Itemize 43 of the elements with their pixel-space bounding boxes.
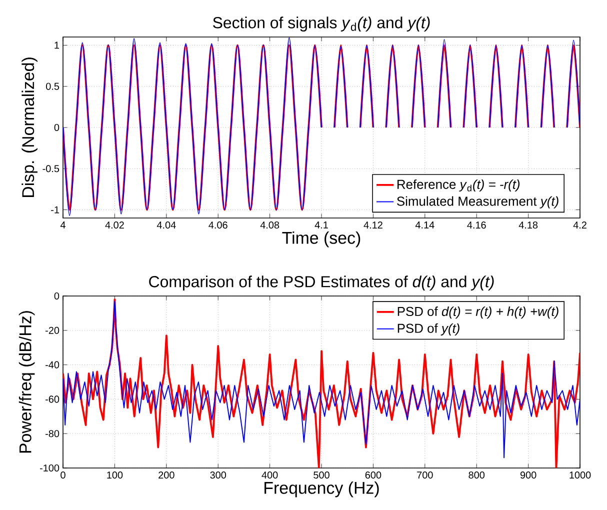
x-tick-label: 400 [262,472,278,479]
x-tick-label: 300 [210,472,226,479]
legend-label: PSD of y(t) [398,323,460,336]
x-tick-label: 500 [314,472,330,479]
x-tick-label: 4.1 [314,222,328,228]
y-tick-label: 0 [54,292,60,300]
x-tick-label: 900 [520,472,536,479]
x-tick-label: 1000 [570,472,591,479]
x-tick-label: 4.18 [518,222,538,229]
x-tick-label: 600 [365,472,382,479]
y-tick-label: -1 [51,206,59,214]
y-tick-label: -60 [46,396,60,403]
x-tick-label: 4.06 [208,222,228,229]
chart-title: Comparison of the PSD Estimates of d(t) and y(t) [149,276,494,290]
x-tick-label: 700 [417,472,433,479]
legend-label: PSD of d(t) = r(t) + h(t) +w(t) [398,306,558,319]
y-tick-label: -20 [46,326,60,334]
x-tick-label: 0 [60,472,66,479]
y-tick-label: -0.5 [42,165,60,172]
y-axis-title: Disp. (Normalized) [22,58,38,198]
y-axis-title: Power/freq (dB/Hz) [18,311,35,453]
x-tick-label: 4.16 [467,222,486,229]
y-tick-label: 0 [54,124,60,132]
x-tick-label: 4.08 [260,222,280,229]
y-tick-label: 1 [54,42,59,49]
x-tick-label: 4.12 [364,222,382,228]
x-tick-label: 4.04 [156,222,176,229]
y-tick-label: 0.5 [46,82,60,90]
y-tick-label: -80 [46,430,60,438]
legend-label: Simulated Measurement y(t) [397,196,558,208]
x-axis-title: Time (sec) [282,231,360,248]
y-tick-label: -40 [46,361,60,368]
legend-label: Reference y$_{d}$(t) = -r(t) [398,179,520,192]
chart-title: Section of signals y$_{d}$(t) and y(t) [213,16,430,32]
x-axis-title: Frequency (Hz) [264,481,379,498]
x-tick-label: 4 [60,222,66,228]
x-tick-label: 4.2 [573,222,586,228]
y-tick-label: -100 [40,464,60,472]
x-tick-label: 800 [468,472,485,479]
x-tick-label: 100 [107,472,123,479]
x-tick-label: 4.14 [415,222,434,228]
x-tick-label: 4.02 [105,222,124,229]
x-tick-label: 200 [158,472,174,479]
